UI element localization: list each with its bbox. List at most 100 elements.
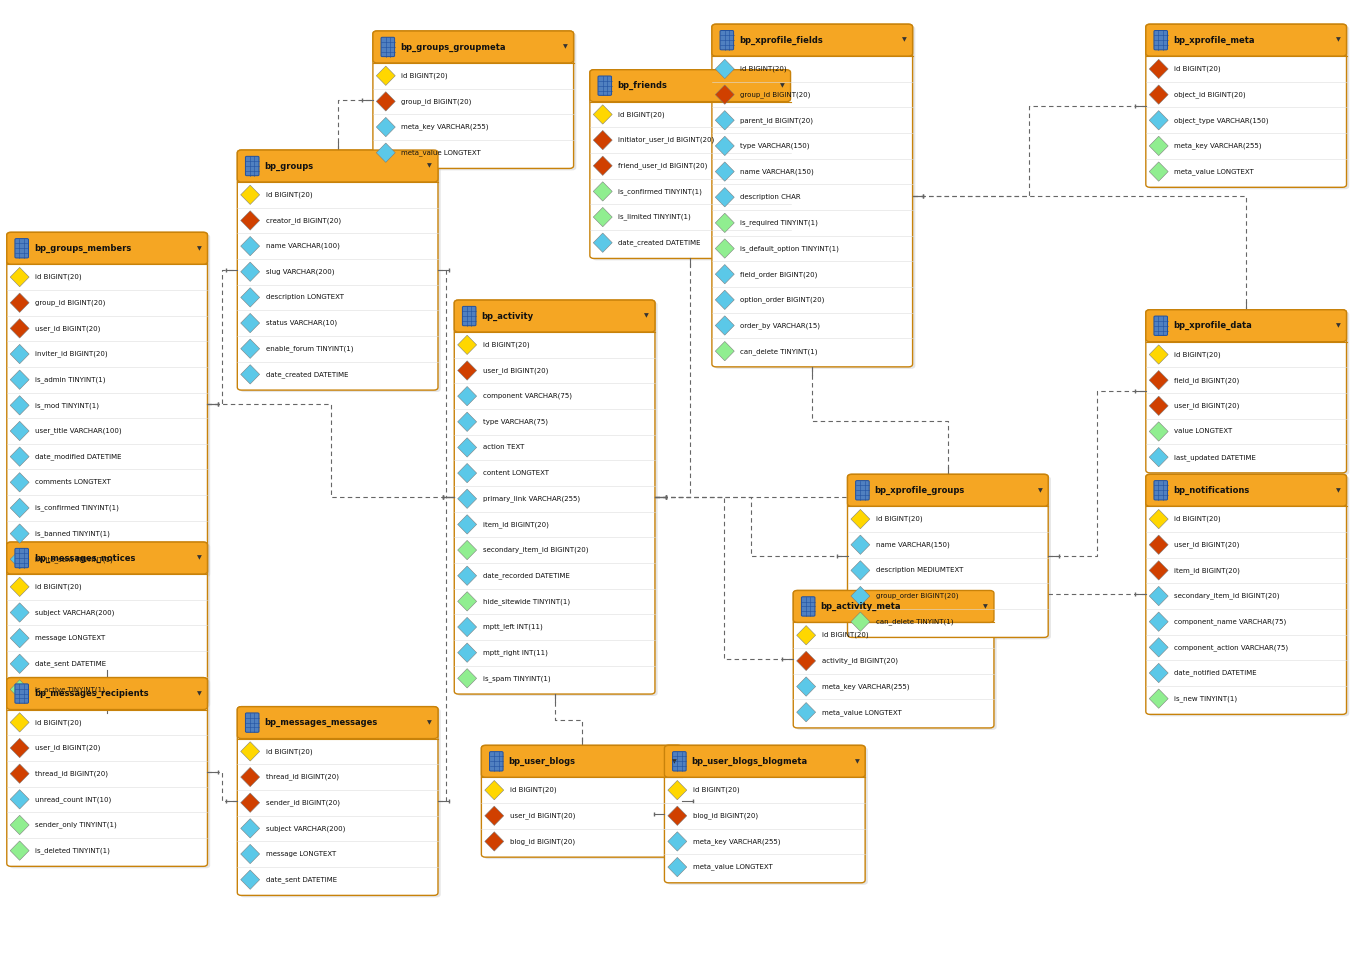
Text: bp_groups_groupmeta: bp_groups_groupmeta — [400, 43, 506, 51]
Polygon shape — [241, 365, 259, 384]
FancyBboxPatch shape — [457, 302, 658, 696]
Text: id BIGINT(20): id BIGINT(20) — [1174, 66, 1220, 73]
Text: id BIGINT(20): id BIGINT(20) — [693, 787, 739, 794]
Polygon shape — [377, 66, 396, 85]
FancyBboxPatch shape — [1149, 476, 1349, 716]
Polygon shape — [852, 587, 871, 606]
Polygon shape — [485, 832, 504, 851]
FancyBboxPatch shape — [720, 31, 734, 50]
Text: date_notified DATETIME: date_notified DATETIME — [1174, 670, 1257, 677]
Text: bp_messages_notices: bp_messages_notices — [34, 554, 136, 562]
Polygon shape — [1149, 345, 1168, 364]
FancyBboxPatch shape — [237, 150, 438, 390]
Text: is_active TINYINT(1): is_active TINYINT(1) — [35, 686, 106, 693]
FancyBboxPatch shape — [237, 707, 438, 895]
Text: meta_value LONGTEXT: meta_value LONGTEXT — [401, 149, 481, 156]
FancyBboxPatch shape — [801, 596, 815, 617]
Polygon shape — [9, 499, 30, 518]
Text: id BIGINT(20): id BIGINT(20) — [483, 342, 529, 348]
Text: type VARCHAR(75): type VARCHAR(75) — [483, 418, 548, 425]
FancyBboxPatch shape — [376, 33, 576, 170]
Text: is_confirmed TINYINT(1): is_confirmed TINYINT(1) — [618, 188, 702, 195]
Polygon shape — [9, 267, 30, 287]
Text: is_confirmed TINYINT(1): is_confirmed TINYINT(1) — [35, 504, 119, 511]
Polygon shape — [9, 815, 30, 834]
Polygon shape — [9, 396, 30, 415]
FancyBboxPatch shape — [240, 709, 441, 897]
Text: id BIGINT(20): id BIGINT(20) — [740, 66, 786, 73]
Text: hide_sitewide TINYINT(1): hide_sitewide TINYINT(1) — [483, 598, 570, 605]
FancyBboxPatch shape — [1146, 474, 1347, 714]
Text: date_sent DATETIME: date_sent DATETIME — [266, 876, 336, 883]
FancyBboxPatch shape — [664, 745, 865, 883]
Text: description CHAR: description CHAR — [740, 195, 801, 200]
Polygon shape — [1149, 371, 1168, 390]
Text: ▼: ▼ — [1336, 323, 1341, 328]
Text: date_sent DATETIME: date_sent DATETIME — [35, 660, 106, 667]
FancyBboxPatch shape — [381, 38, 395, 57]
Polygon shape — [716, 316, 735, 335]
Text: date_created DATETIME: date_created DATETIME — [266, 371, 348, 378]
Polygon shape — [1149, 535, 1168, 555]
Text: id BIGINT(20): id BIGINT(20) — [266, 192, 312, 198]
Text: ▼: ▼ — [671, 759, 677, 764]
Polygon shape — [9, 577, 30, 596]
Text: thread_id BIGINT(20): thread_id BIGINT(20) — [35, 771, 108, 777]
Text: last_updated DATETIME: last_updated DATETIME — [1174, 454, 1256, 461]
Polygon shape — [9, 628, 30, 648]
Polygon shape — [716, 188, 735, 207]
Polygon shape — [241, 339, 259, 358]
FancyBboxPatch shape — [245, 157, 259, 176]
FancyBboxPatch shape — [1146, 24, 1347, 188]
Text: object_id BIGINT(20): object_id BIGINT(20) — [1174, 91, 1246, 98]
Text: item_id BIGINT(20): item_id BIGINT(20) — [1174, 567, 1241, 574]
Text: component_name VARCHAR(75): component_name VARCHAR(75) — [1174, 619, 1287, 625]
Polygon shape — [1149, 663, 1168, 682]
Polygon shape — [594, 182, 613, 201]
Text: id BIGINT(20): id BIGINT(20) — [35, 584, 81, 590]
Polygon shape — [716, 213, 735, 232]
FancyBboxPatch shape — [793, 590, 994, 728]
FancyBboxPatch shape — [481, 745, 682, 777]
Polygon shape — [1149, 136, 1168, 156]
Text: invite_sent TINYINT(1): invite_sent TINYINT(1) — [35, 556, 113, 562]
FancyBboxPatch shape — [590, 70, 791, 258]
Polygon shape — [1149, 560, 1168, 580]
FancyBboxPatch shape — [1146, 474, 1347, 506]
Polygon shape — [669, 858, 686, 877]
Polygon shape — [1149, 689, 1168, 709]
Polygon shape — [852, 509, 871, 529]
Polygon shape — [9, 472, 30, 492]
Text: slug VARCHAR(200): slug VARCHAR(200) — [266, 268, 335, 275]
Text: friend_user_id BIGINT(20): friend_user_id BIGINT(20) — [618, 163, 708, 169]
Text: group_id BIGINT(20): group_id BIGINT(20) — [35, 299, 106, 306]
Polygon shape — [458, 591, 477, 611]
Text: name VARCHAR(100): name VARCHAR(100) — [266, 243, 339, 250]
Text: id BIGINT(20): id BIGINT(20) — [822, 632, 868, 639]
FancyBboxPatch shape — [590, 70, 791, 102]
Text: message LONGTEXT: message LONGTEXT — [266, 851, 336, 857]
Polygon shape — [716, 342, 735, 361]
Text: mptt_left INT(11): mptt_left INT(11) — [483, 623, 542, 630]
Polygon shape — [669, 806, 686, 826]
Text: ▼: ▼ — [197, 246, 202, 251]
FancyBboxPatch shape — [9, 234, 210, 577]
FancyBboxPatch shape — [7, 542, 207, 705]
Text: can_delete TINYINT(1): can_delete TINYINT(1) — [740, 348, 818, 354]
Text: is_limited TINYINT(1): is_limited TINYINT(1) — [618, 214, 692, 221]
Text: bp_activity_meta: bp_activity_meta — [820, 602, 900, 611]
Polygon shape — [1149, 110, 1168, 130]
Polygon shape — [458, 540, 477, 560]
Text: comments LONGTEXT: comments LONGTEXT — [35, 479, 111, 485]
Polygon shape — [9, 654, 30, 674]
Polygon shape — [716, 85, 735, 105]
Polygon shape — [1149, 447, 1168, 467]
Text: is_required TINYINT(1): is_required TINYINT(1) — [740, 220, 818, 227]
Polygon shape — [1149, 396, 1168, 415]
Polygon shape — [458, 386, 477, 406]
Text: is_banned TINYINT(1): is_banned TINYINT(1) — [35, 530, 110, 537]
FancyBboxPatch shape — [1146, 310, 1347, 342]
Polygon shape — [9, 524, 30, 543]
Polygon shape — [852, 560, 871, 580]
Text: parent_id BIGINT(20): parent_id BIGINT(20) — [740, 117, 814, 124]
